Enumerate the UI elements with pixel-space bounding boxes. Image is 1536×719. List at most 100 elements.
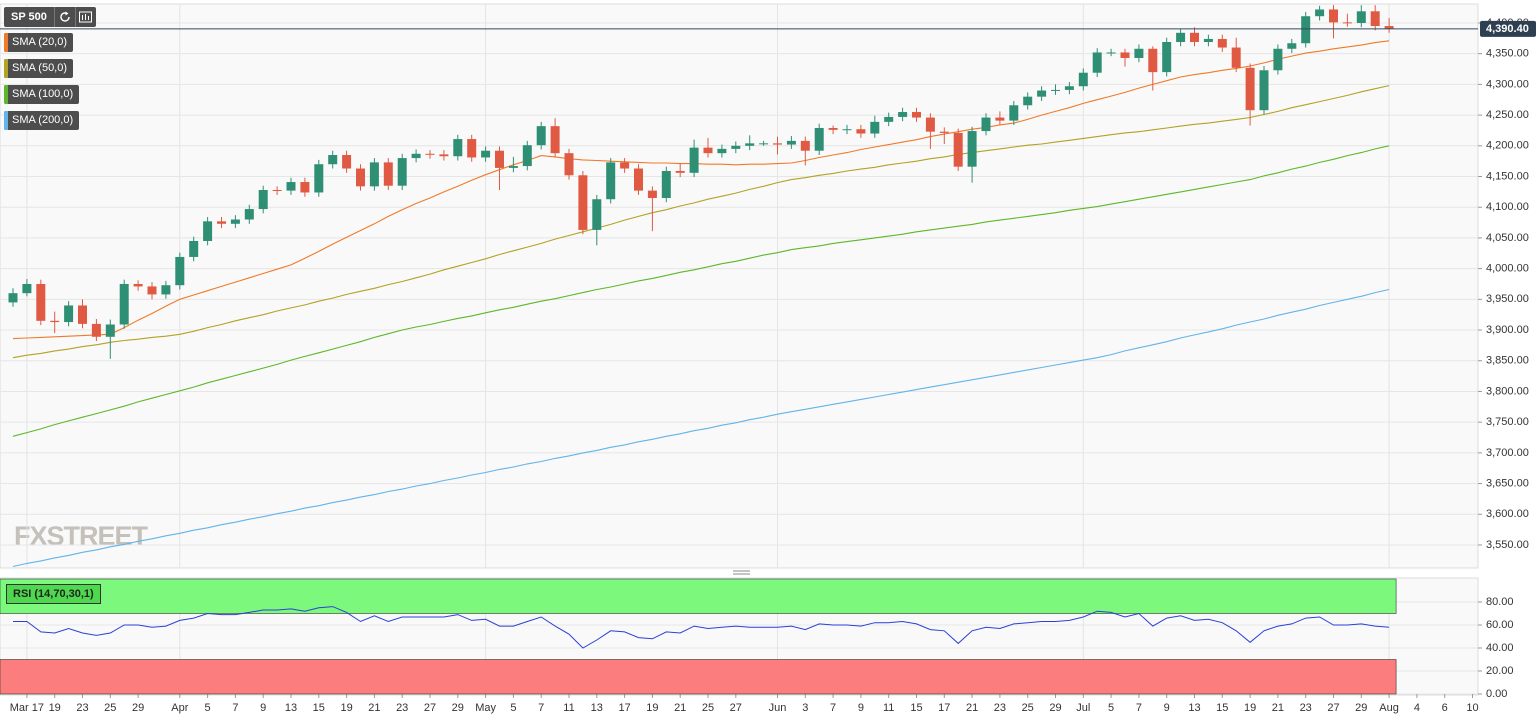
x-tick-label: 4 — [1414, 702, 1420, 714]
candle-body — [759, 143, 769, 145]
candle-body — [1342, 22, 1352, 24]
candle-body — [147, 286, 157, 295]
candle-body — [1315, 9, 1325, 17]
x-tick-label: 27 — [424, 702, 436, 714]
y-tick-label: 4,350.00 — [1486, 48, 1529, 60]
legend-entry[interactable]: SMA (50,0) — [4, 59, 74, 78]
candle-body — [856, 129, 866, 134]
candle-body — [1009, 105, 1019, 121]
x-tick-label: 29 — [1355, 702, 1367, 714]
legend-label: SMA (50,0) — [12, 62, 68, 74]
x-tick-label: Jun — [769, 702, 787, 714]
candle-body — [925, 117, 935, 132]
x-tick-label: 11 — [883, 702, 894, 714]
legend-label: SMA (200,0) — [12, 114, 74, 126]
refresh-button[interactable] — [53, 7, 75, 27]
y-tick-label: 4,200.00 — [1486, 140, 1529, 152]
x-tick-label: 27 — [1327, 702, 1339, 714]
x-tick-label: 23 — [396, 702, 408, 714]
refresh-icon — [60, 11, 70, 22]
symbol-toolbar: SP 500 — [4, 7, 96, 27]
rsi-band — [0, 659, 1397, 695]
legend-entry[interactable]: SMA (200,0) — [4, 111, 80, 130]
candle-body — [953, 132, 963, 167]
x-tick-label: 3 — [802, 702, 808, 714]
candle-body — [508, 166, 518, 168]
x-tick-label: 7 — [538, 702, 544, 714]
legend-label: SMA (20,0) — [12, 36, 68, 48]
rsi-band — [0, 578, 1397, 614]
candle-body — [286, 182, 296, 191]
y-tick-label: 4,300.00 — [1486, 78, 1529, 90]
y-tick-label: 3,800.00 — [1486, 385, 1529, 397]
price-panel — [0, 3, 1479, 569]
candle-body — [36, 283, 46, 321]
candle-body — [550, 126, 560, 154]
candle-body — [536, 126, 546, 146]
candles — [8, 5, 1394, 359]
candle-body — [912, 112, 921, 118]
candle-body — [342, 155, 352, 169]
x-tick-label: 10 — [1466, 702, 1478, 714]
x-tick-label: 25 — [104, 702, 116, 714]
x-tick-label: 19 — [340, 702, 352, 714]
x-tick-label: 5 — [205, 702, 211, 714]
candle-body — [258, 190, 268, 210]
x-tick-label: 25 — [1022, 702, 1034, 714]
candle-body — [1092, 52, 1102, 73]
candle-body — [1301, 16, 1311, 44]
candle-body — [564, 153, 574, 176]
candle-body — [356, 168, 365, 187]
y-tick-label: 3,950.00 — [1486, 293, 1529, 305]
y-tick-label: 3,700.00 — [1486, 447, 1529, 459]
candle-body — [620, 162, 630, 169]
candle-body — [773, 143, 782, 145]
legend-swatch — [4, 59, 8, 78]
rsi-line — [13, 606, 1390, 649]
candle-body — [661, 170, 671, 198]
candle-body — [786, 140, 796, 145]
candle-body — [314, 164, 324, 193]
candle-body — [1148, 48, 1158, 73]
candle-body — [1162, 42, 1172, 73]
x-tick-label: 17 — [618, 702, 630, 714]
y-tick-label: 60.00 — [1486, 619, 1514, 631]
sma-line — [12, 145, 1390, 437]
y-tick-label: 4,150.00 — [1486, 170, 1529, 182]
candle-body — [383, 162, 393, 186]
x-tick-label: 29 — [132, 702, 144, 714]
rsi-legend[interactable]: RSI (14,70,30,1) — [6, 584, 101, 604]
symbol-name[interactable]: SP 500 — [4, 7, 54, 27]
candle-body — [1064, 86, 1074, 90]
sma-line — [12, 40, 1390, 340]
x-tick-label: 7 — [1136, 702, 1142, 714]
legend-entry[interactable]: SMA (20,0) — [4, 33, 74, 52]
candle-body — [133, 283, 143, 287]
candle-body — [397, 158, 407, 186]
y-tick-label: 4,050.00 — [1486, 232, 1529, 244]
candle-body — [328, 155, 338, 165]
candle-body — [1370, 11, 1380, 27]
y-tick-label: 3,900.00 — [1486, 324, 1529, 336]
candle-body — [22, 283, 32, 294]
x-tick-label: 23 — [1300, 702, 1312, 714]
sma-line — [12, 288, 1390, 568]
candle-body — [675, 170, 685, 173]
candle-body — [842, 129, 852, 131]
x-tick-label: 21 — [1272, 702, 1284, 714]
candle-body — [425, 153, 435, 155]
x-tick-label: Mar 17 — [10, 702, 44, 714]
x-tick-label: Jul — [1076, 702, 1090, 714]
last-price-label: 4,390.40 — [1486, 23, 1529, 35]
x-tick-label: 13 — [285, 702, 297, 714]
panel-resize-handle[interactable] — [733, 570, 750, 575]
legend-entry[interactable]: SMA (100,0) — [4, 85, 80, 104]
chart-type-button[interactable] — [74, 7, 96, 27]
candle-body — [1134, 48, 1144, 58]
candle-body — [369, 162, 379, 187]
y-tick-label: 3,600.00 — [1486, 508, 1529, 520]
candle-body — [1329, 9, 1338, 23]
candle-body — [300, 182, 310, 193]
